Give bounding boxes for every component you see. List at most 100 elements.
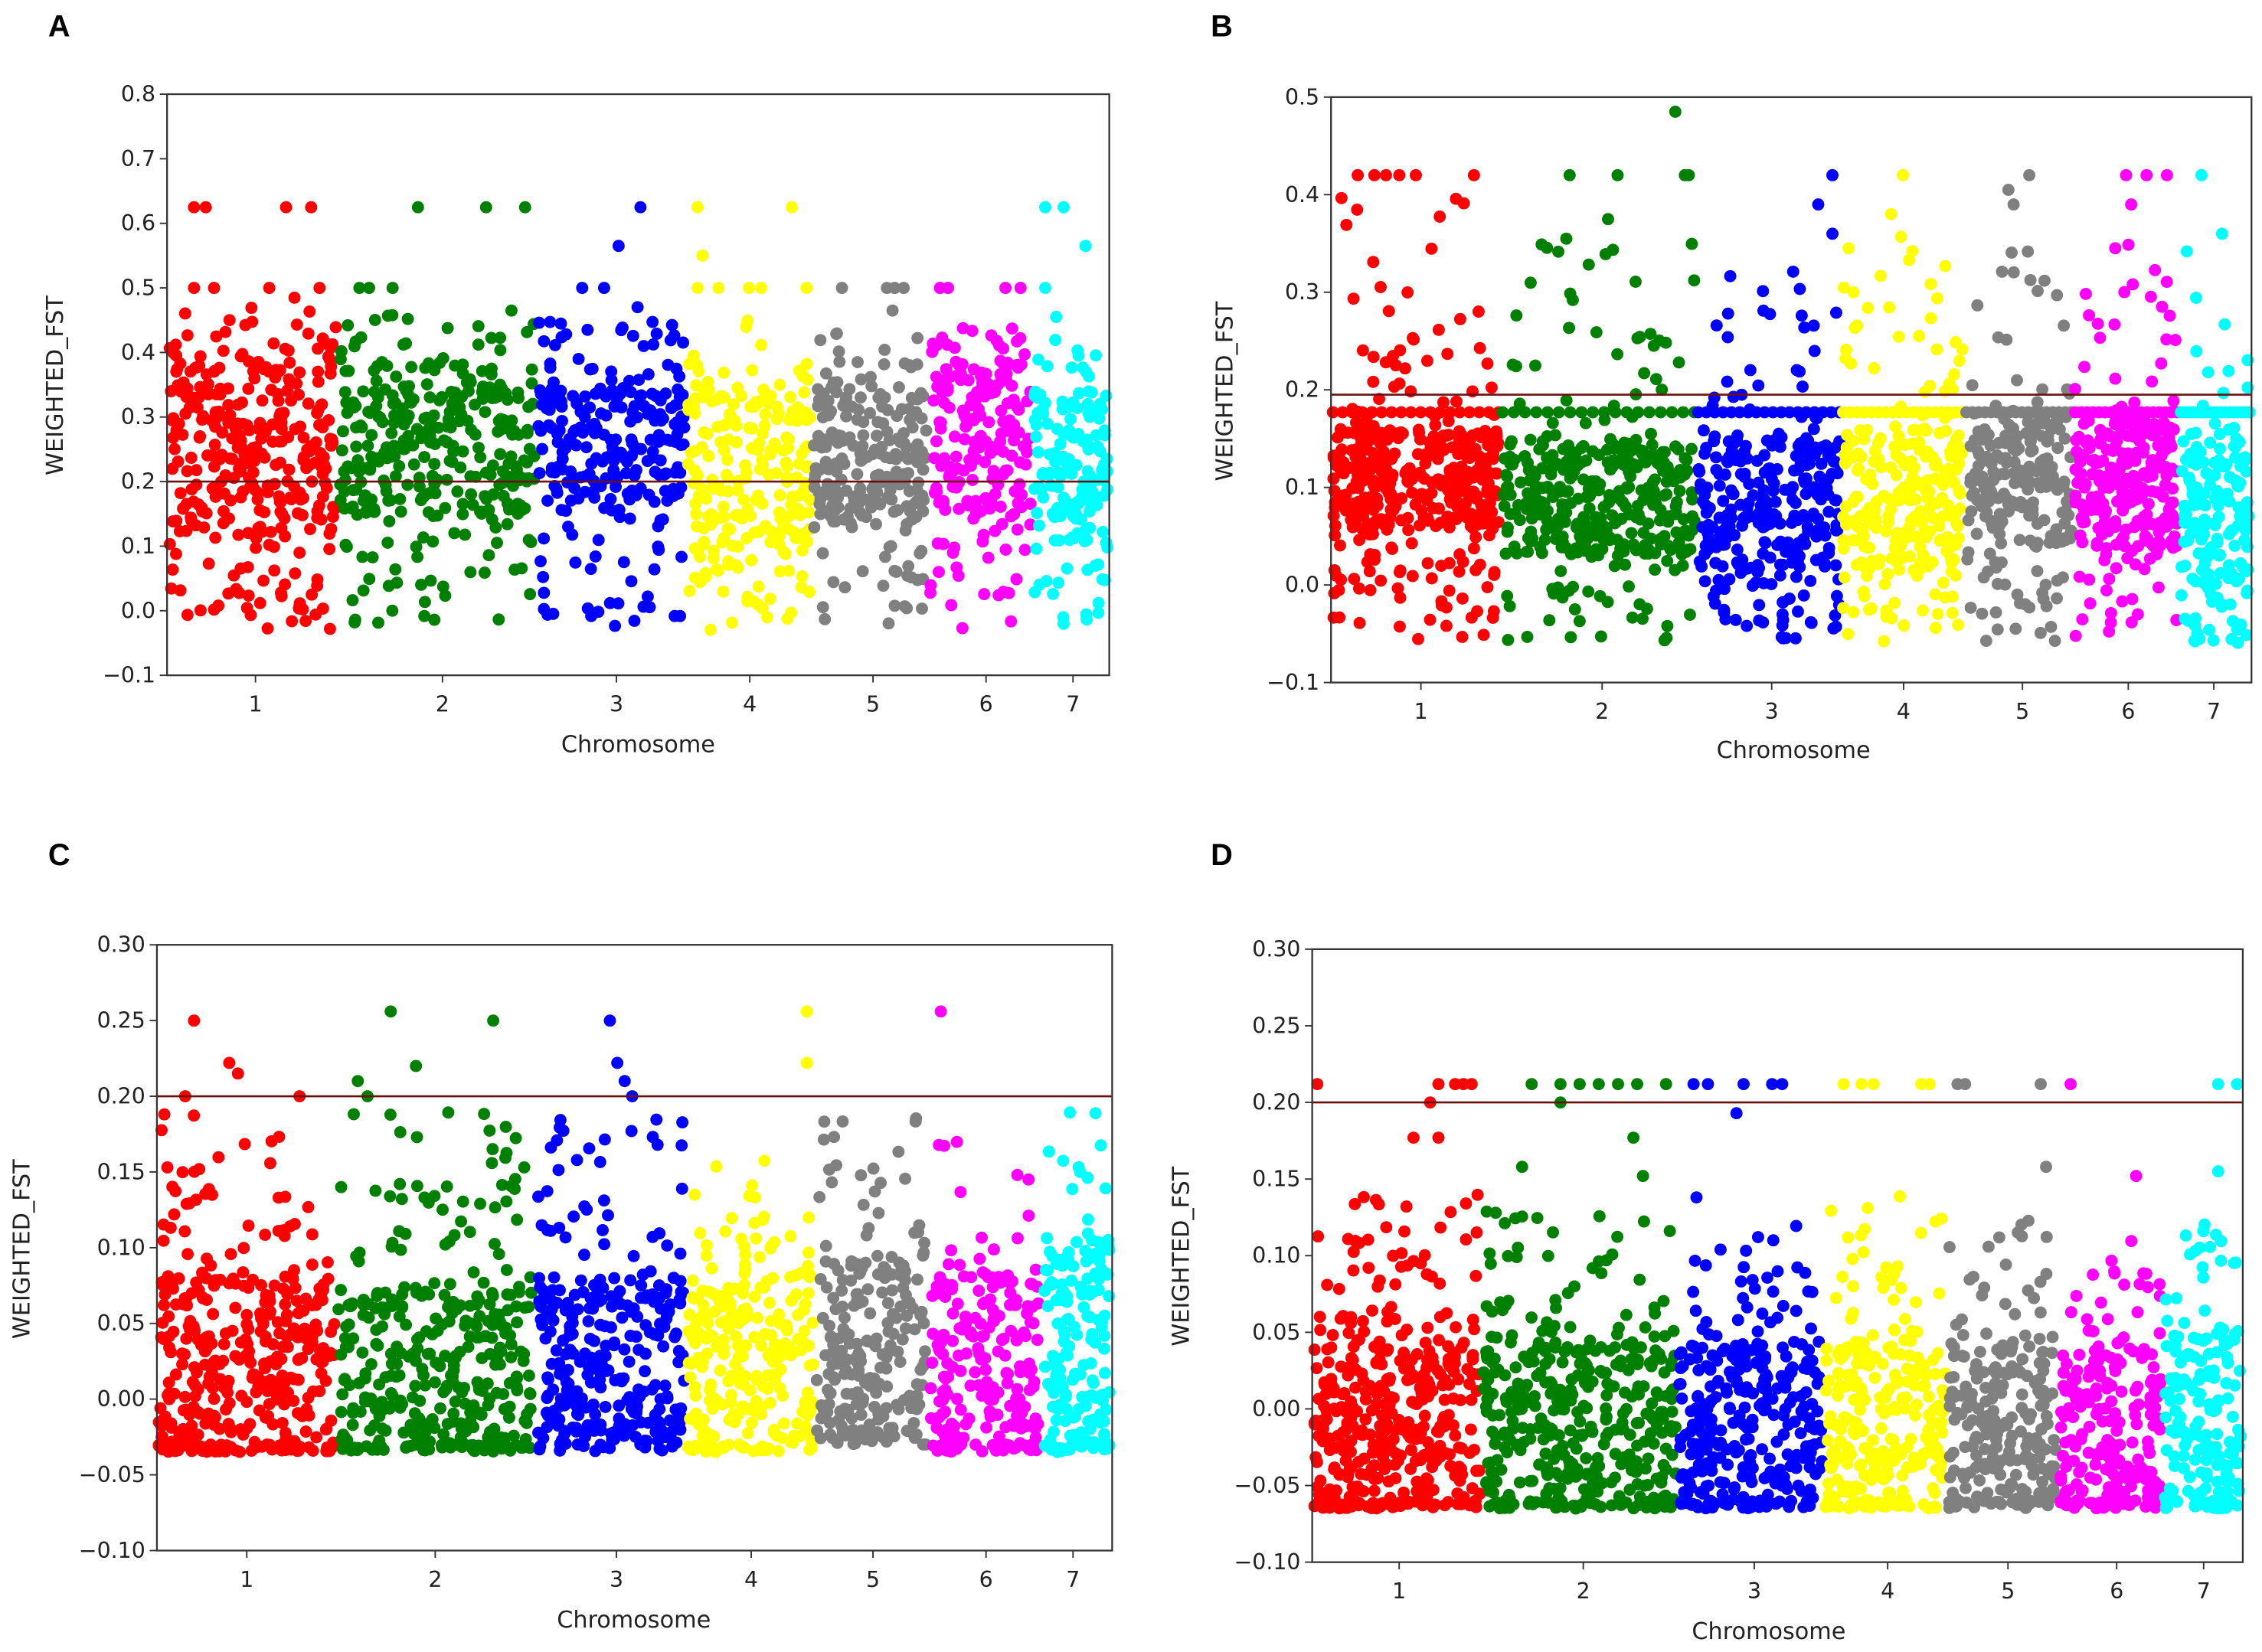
data-point — [2211, 532, 2224, 545]
data-point — [1048, 534, 1061, 547]
data-point — [320, 482, 333, 495]
data-point — [263, 1157, 276, 1170]
data-point — [855, 391, 867, 404]
data-point — [1824, 451, 1837, 463]
data-point — [2222, 527, 2235, 540]
data-point — [303, 305, 316, 318]
data-point — [506, 428, 519, 441]
data-point — [851, 468, 864, 481]
data-point — [236, 348, 249, 361]
data-point — [470, 1298, 483, 1311]
data-point — [417, 531, 430, 544]
data-point — [1551, 581, 1564, 594]
data-point — [1627, 538, 1640, 551]
outlier-point — [188, 282, 201, 295]
data-point — [279, 1426, 292, 1439]
data-point — [901, 452, 914, 465]
data-point — [504, 1444, 517, 1457]
data-point — [250, 1441, 263, 1454]
data-point — [971, 439, 984, 452]
data-point — [315, 461, 329, 474]
data-point — [222, 587, 235, 600]
data-point — [751, 598, 764, 611]
data-point — [668, 329, 681, 342]
data-point — [1524, 433, 1537, 446]
data-point — [1522, 545, 1535, 558]
data-point — [2190, 344, 2203, 357]
data-point — [1097, 525, 1110, 538]
data-point — [1643, 406, 1656, 419]
data-point — [882, 617, 895, 630]
data-point — [518, 1161, 531, 1174]
data-point — [958, 433, 971, 446]
data-point — [1028, 413, 1041, 426]
data-point — [428, 478, 441, 491]
data-point — [2023, 601, 2036, 614]
data-point — [1953, 354, 1966, 367]
data-point — [428, 1190, 441, 1203]
data-point — [830, 386, 843, 399]
data-point — [223, 314, 236, 327]
data-point — [279, 1298, 292, 1311]
data-point — [1510, 309, 1523, 322]
data-point — [1386, 543, 1399, 556]
data-point — [1983, 452, 1996, 465]
data-point — [166, 563, 179, 576]
data-point — [2189, 426, 2202, 439]
data-point — [1580, 454, 1593, 467]
data-point — [857, 429, 870, 442]
data-point — [624, 1274, 637, 1287]
data-point — [2109, 521, 2122, 534]
data-point — [492, 425, 505, 438]
data-point — [641, 590, 654, 603]
data-point — [2000, 456, 2013, 469]
data-point — [726, 539, 739, 552]
outlier-point — [755, 282, 768, 295]
data-point — [1564, 631, 1577, 644]
x-tick-label: 2 — [436, 691, 449, 717]
outlier-point — [1884, 207, 1898, 220]
data-point — [773, 506, 786, 519]
data-point — [283, 376, 296, 389]
data-point — [548, 388, 561, 401]
data-point — [495, 413, 508, 426]
data-point — [551, 436, 564, 449]
data-point — [1907, 563, 1920, 576]
data-point — [2234, 618, 2247, 631]
data-point — [1952, 619, 1965, 632]
data-point — [1441, 348, 1454, 361]
data-point — [1431, 452, 1444, 465]
data-point — [526, 397, 539, 410]
data-point — [1826, 468, 1839, 480]
data-point — [1776, 608, 1789, 621]
data-point — [436, 390, 449, 403]
data-point — [897, 427, 910, 439]
data-point — [400, 410, 413, 423]
data-point — [169, 547, 182, 560]
panel-label-b: B — [1211, 9, 1233, 43]
data-point — [602, 1209, 614, 1222]
data-point — [323, 622, 336, 635]
data-point — [1491, 439, 1504, 452]
data-point — [1950, 569, 1963, 582]
data-point — [717, 391, 731, 404]
data-point — [370, 374, 383, 387]
data-point — [2166, 462, 2179, 475]
data-point — [874, 498, 887, 511]
data-point — [290, 318, 303, 331]
data-point — [2000, 333, 2013, 346]
data-point — [477, 1276, 490, 1289]
data-point — [1367, 447, 1380, 460]
data-point — [917, 463, 930, 476]
data-point — [489, 1201, 502, 1214]
data-point — [1741, 619, 1754, 632]
data-point — [1721, 307, 1734, 320]
data-point — [175, 1439, 187, 1452]
data-point — [357, 495, 370, 507]
data-point — [1407, 333, 1420, 346]
data-point — [325, 522, 338, 535]
data-point — [384, 1190, 397, 1203]
data-point — [2085, 454, 2098, 467]
data-point — [683, 585, 696, 597]
data-point — [1346, 406, 1359, 419]
